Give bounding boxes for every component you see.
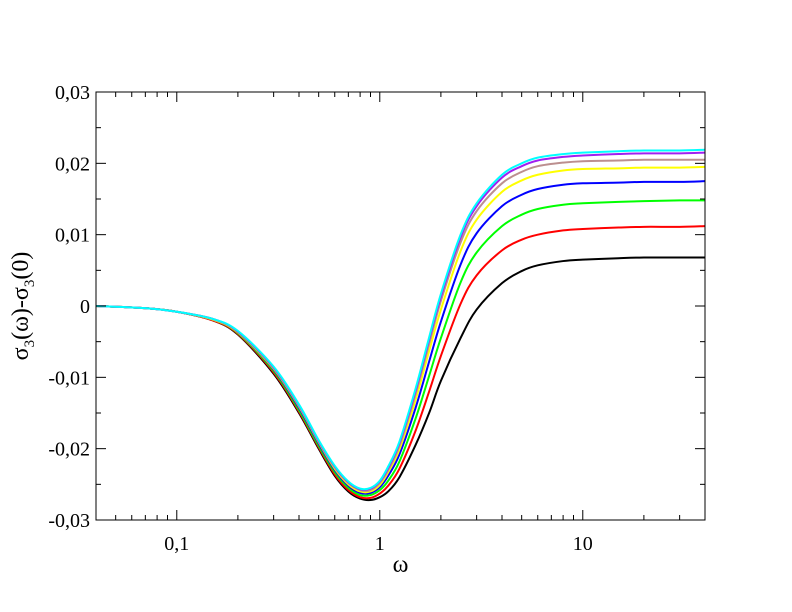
y-tick-label: -0,03 bbox=[48, 510, 90, 532]
y-tick-label: 0,01 bbox=[55, 225, 90, 247]
x-axis-label: ω bbox=[393, 552, 409, 578]
axis-layer: -0,03 -0,02 -0,01 0 0,01 0,02 0,03 0,1 1 10 bbox=[48, 82, 706, 555]
series-layer bbox=[96, 148, 705, 502]
plot-frame bbox=[95, 91, 706, 521]
y-axis-label-sigma-2: σ bbox=[8, 287, 34, 300]
y-tick-label: 0,03 bbox=[55, 82, 90, 104]
y-axis-label-sub-2: 3 bbox=[22, 280, 38, 288]
y-axis-label-omega-arg: (ω)- bbox=[8, 300, 34, 340]
y-tick-label: -0,01 bbox=[48, 367, 90, 389]
series-line-8 bbox=[96, 148, 705, 491]
y-tick-label: 0 bbox=[80, 296, 90, 318]
y-axis-label: σ3(ω)-σ3(0) bbox=[8, 252, 38, 361]
x-tick-label: 10 bbox=[573, 533, 593, 555]
y-axis-label-sub-1: 3 bbox=[22, 340, 38, 348]
y-axis-label-zero-arg: (0) bbox=[8, 252, 34, 280]
y-axis-label-sigma-1: σ bbox=[8, 347, 34, 360]
x-tick-label: 0,1 bbox=[164, 533, 189, 555]
y-tick-label: -0,02 bbox=[48, 439, 90, 461]
y-tick-label: 0,02 bbox=[55, 153, 90, 175]
x-tick-label: 1 bbox=[375, 533, 385, 555]
